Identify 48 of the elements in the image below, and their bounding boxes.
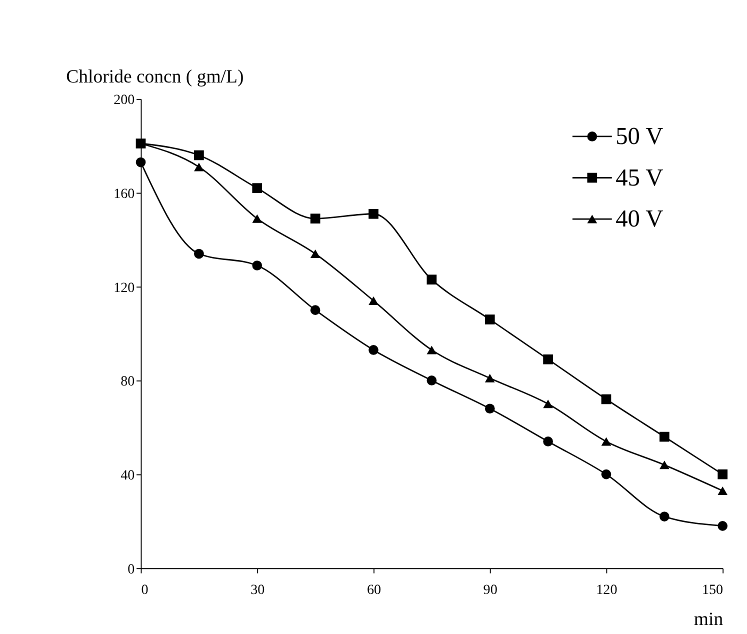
point (252, 260, 262, 270)
y-tick-label: 80 (120, 374, 135, 390)
point (426, 274, 437, 284)
point (310, 305, 320, 315)
legend-label: 45 V (616, 164, 664, 192)
point (426, 346, 437, 354)
point (601, 394, 612, 404)
x-tick-label: 90 (483, 582, 498, 598)
y-tick-label: 200 (114, 92, 135, 108)
y-tick-label: 120 (114, 280, 135, 296)
point (368, 345, 378, 355)
point (543, 354, 553, 364)
point (136, 157, 146, 168)
y-axis-title: Chloride concn ( gm/L) (66, 66, 244, 88)
point (659, 512, 670, 522)
point (426, 376, 437, 386)
point (368, 208, 378, 219)
x-tick-label: 30 (250, 582, 265, 598)
point (484, 314, 495, 324)
point (252, 183, 262, 193)
point (310, 250, 320, 258)
point (718, 486, 728, 495)
y-tick-label: 40 (120, 467, 135, 484)
point (368, 296, 378, 305)
x-tick-label: 0 (141, 582, 148, 598)
x-tick-label: 150 (702, 582, 724, 598)
point (659, 432, 670, 442)
y-tick-label: 160 (114, 186, 135, 202)
point (543, 400, 553, 408)
point (194, 150, 204, 160)
point (718, 469, 728, 480)
x-tick-label: 120 (596, 582, 618, 598)
y-tick-label: 0 (128, 561, 135, 578)
point (659, 460, 670, 470)
x-axis-title: min (694, 608, 724, 630)
point (484, 374, 495, 382)
point (601, 437, 612, 446)
point (310, 214, 320, 224)
x-tick-label: 60 (366, 582, 381, 598)
point (543, 436, 553, 446)
point (484, 404, 495, 414)
legend-label: 50 V (616, 122, 664, 150)
point (252, 214, 262, 223)
point (718, 521, 728, 531)
point (194, 248, 204, 259)
point (194, 162, 204, 172)
point (601, 469, 612, 480)
legend-label: 40 V (616, 206, 664, 233)
